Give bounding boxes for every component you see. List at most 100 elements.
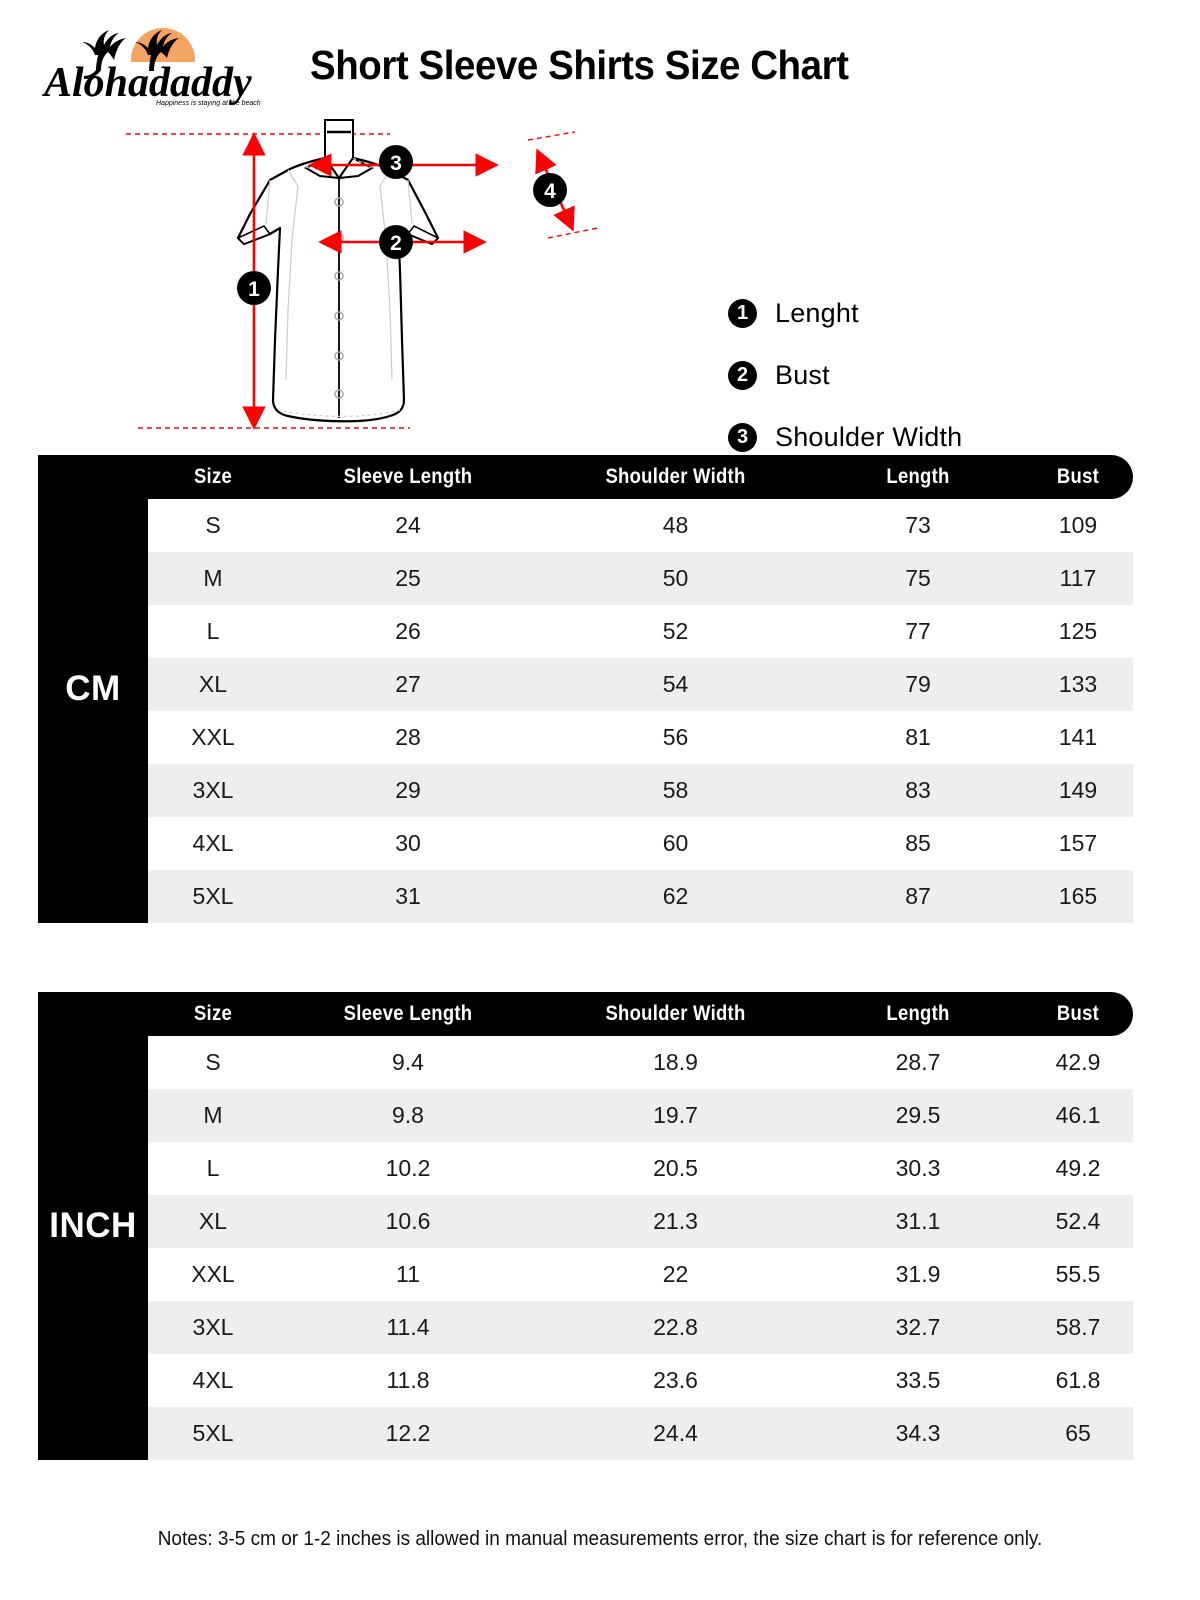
cm-header-size: Size (193, 465, 233, 488)
cell-bust: 117 (1023, 552, 1133, 605)
cell-length: 30.3 (813, 1142, 1023, 1195)
diagram-marker-2: 2 (379, 225, 413, 259)
cell-bust: 42.9 (1023, 1036, 1133, 1089)
cell-bust: 125 (1023, 605, 1133, 658)
cell-shoulder: 19.7 (538, 1089, 813, 1142)
cell-sleeve: 9.4 (278, 1036, 538, 1089)
cm-table-body: S 24 48 73 109 M 25 50 75 117 L 26 52 77… (38, 499, 1133, 923)
cell-bust: 61.8 (1023, 1354, 1133, 1407)
inch-header-shoulder: Shoulder Width (605, 1002, 746, 1025)
cell-length: 81 (813, 711, 1023, 764)
page-header: Alohadaddy Happiness is staying at the b… (0, 0, 1200, 110)
cell-sleeve: 9.8 (278, 1089, 538, 1142)
cell-shoulder: 58 (538, 764, 813, 817)
cell-shoulder: 60 (538, 817, 813, 870)
cell-length: 79 (813, 658, 1023, 711)
cm-header-sleeve: Sleeve Length (343, 465, 473, 488)
cell-shoulder: 50 (538, 552, 813, 605)
cm-size-table-block: CM Size Sleeve Length Shoulder Width Len… (38, 455, 1133, 923)
inch-table-head: Size Sleeve Length Shoulder Width Length… (38, 992, 1133, 1036)
brand-tagline: Happiness is staying at the beach (156, 100, 261, 107)
legend-item-bust: 2 Bust (728, 344, 1058, 406)
cell-length: 33.5 (813, 1354, 1023, 1407)
cell-shoulder: 56 (538, 711, 813, 764)
inch-size-table-block: INCH Size Sleeve Length Shoulder Width L… (38, 992, 1133, 1460)
palm-tree-right-icon (135, 30, 179, 71)
cell-size: XL (148, 1195, 278, 1248)
cell-sleeve: 29 (278, 764, 538, 817)
cell-length: 77 (813, 605, 1023, 658)
cell-sleeve: 11 (278, 1248, 538, 1301)
legend-label-shoulder-width: Shoulder Width (775, 421, 963, 452)
cell-size: XXL (148, 711, 278, 764)
cell-size: 5XL (148, 870, 278, 923)
table-row: S 9.4 18.9 28.7 42.9 (38, 1036, 1133, 1089)
brand-wordmark: Alohadaddy (41, 60, 252, 106)
inch-header-size: Size (193, 1002, 233, 1025)
cell-size: 4XL (148, 817, 278, 870)
brand-logo: Alohadaddy Happiness is staying at the b… (36, 8, 276, 108)
cell-sleeve: 10.6 (278, 1195, 538, 1248)
cell-bust: 133 (1023, 658, 1133, 711)
cell-size: 5XL (148, 1407, 278, 1460)
cell-bust: 109 (1023, 499, 1133, 552)
cell-size: S (148, 499, 278, 552)
legend-badge-3: 3 (728, 422, 757, 452)
shirt-illustration: 3 2 1 4 (126, 119, 599, 430)
table-row: 4XL 30 60 85 157 (38, 817, 1133, 870)
inch-header-row: Size Sleeve Length Shoulder Width Length… (38, 992, 1133, 1036)
cell-shoulder: 18.9 (538, 1036, 813, 1089)
table-row: 3XL 29 58 83 149 (38, 764, 1133, 817)
legend-label-length: Lenght (775, 297, 859, 328)
table-row: 4XL 11.8 23.6 33.5 61.8 (38, 1354, 1133, 1407)
cm-header-shoulder: Shoulder Width (605, 465, 746, 488)
cell-length: 29.5 (813, 1089, 1023, 1142)
palm-tree-left-icon (82, 30, 126, 79)
unit-label-cm-column: CM (38, 455, 148, 923)
cell-sleeve: 30 (278, 817, 538, 870)
cell-size: XL (148, 658, 278, 711)
inch-header-length: Length (886, 1002, 950, 1025)
cm-size-table: Size Sleeve Length Shoulder Width Length… (38, 455, 1133, 923)
cell-length: 75 (813, 552, 1023, 605)
cell-bust: 58.7 (1023, 1301, 1133, 1354)
cell-bust: 157 (1023, 817, 1133, 870)
cell-sleeve: 25 (278, 552, 538, 605)
page-title: Short Sleeve Shirts Size Chart (310, 42, 849, 88)
cell-size: L (148, 605, 278, 658)
cell-size: XXL (148, 1248, 278, 1301)
table-row: S 24 48 73 109 (38, 499, 1133, 552)
cm-table-head: Size Sleeve Length Shoulder Width Length… (38, 455, 1133, 499)
cell-sleeve: 31 (278, 870, 538, 923)
legend-item-shoulder-width: 3 Shoulder Width (728, 406, 1058, 468)
cell-sleeve: 26 (278, 605, 538, 658)
inch-size-table: Size Sleeve Length Shoulder Width Length… (38, 992, 1133, 1460)
cell-length: 87 (813, 870, 1023, 923)
cell-length: 83 (813, 764, 1023, 817)
table-row: XL 10.6 21.3 31.1 52.4 (38, 1195, 1133, 1248)
cell-length: 28.7 (813, 1036, 1023, 1089)
cell-size: M (148, 1089, 278, 1142)
cell-size: 3XL (148, 764, 278, 817)
cell-bust: 65 (1023, 1407, 1133, 1460)
cell-size: M (148, 552, 278, 605)
diagram-marker-3: 3 (379, 145, 413, 179)
cell-size: S (148, 1036, 278, 1089)
cell-sleeve: 28 (278, 711, 538, 764)
diagram-marker-4-label: 4 (544, 180, 556, 203)
cell-length: 31.9 (813, 1248, 1023, 1301)
cell-bust: 46.1 (1023, 1089, 1133, 1142)
measurement-diagram: 3 2 1 4 1 Lenght 2 Bust 3 Shoulder Width (0, 110, 1200, 514)
legend-badge-2: 2 (728, 360, 757, 390)
cell-bust: 165 (1023, 870, 1133, 923)
cell-length: 31.1 (813, 1195, 1023, 1248)
cell-length: 34.3 (813, 1407, 1023, 1460)
cell-size: 4XL (148, 1354, 278, 1407)
cell-sleeve: 11.8 (278, 1354, 538, 1407)
cell-size: L (148, 1142, 278, 1195)
legend-item-length: 1 Lenght (728, 282, 1058, 344)
inch-header-sleeve: Sleeve Length (343, 1002, 473, 1025)
table-row: XXL 11 22 31.9 55.5 (38, 1248, 1133, 1301)
legend-badge-1: 1 (728, 298, 757, 328)
cell-shoulder: 22.8 (538, 1301, 813, 1354)
